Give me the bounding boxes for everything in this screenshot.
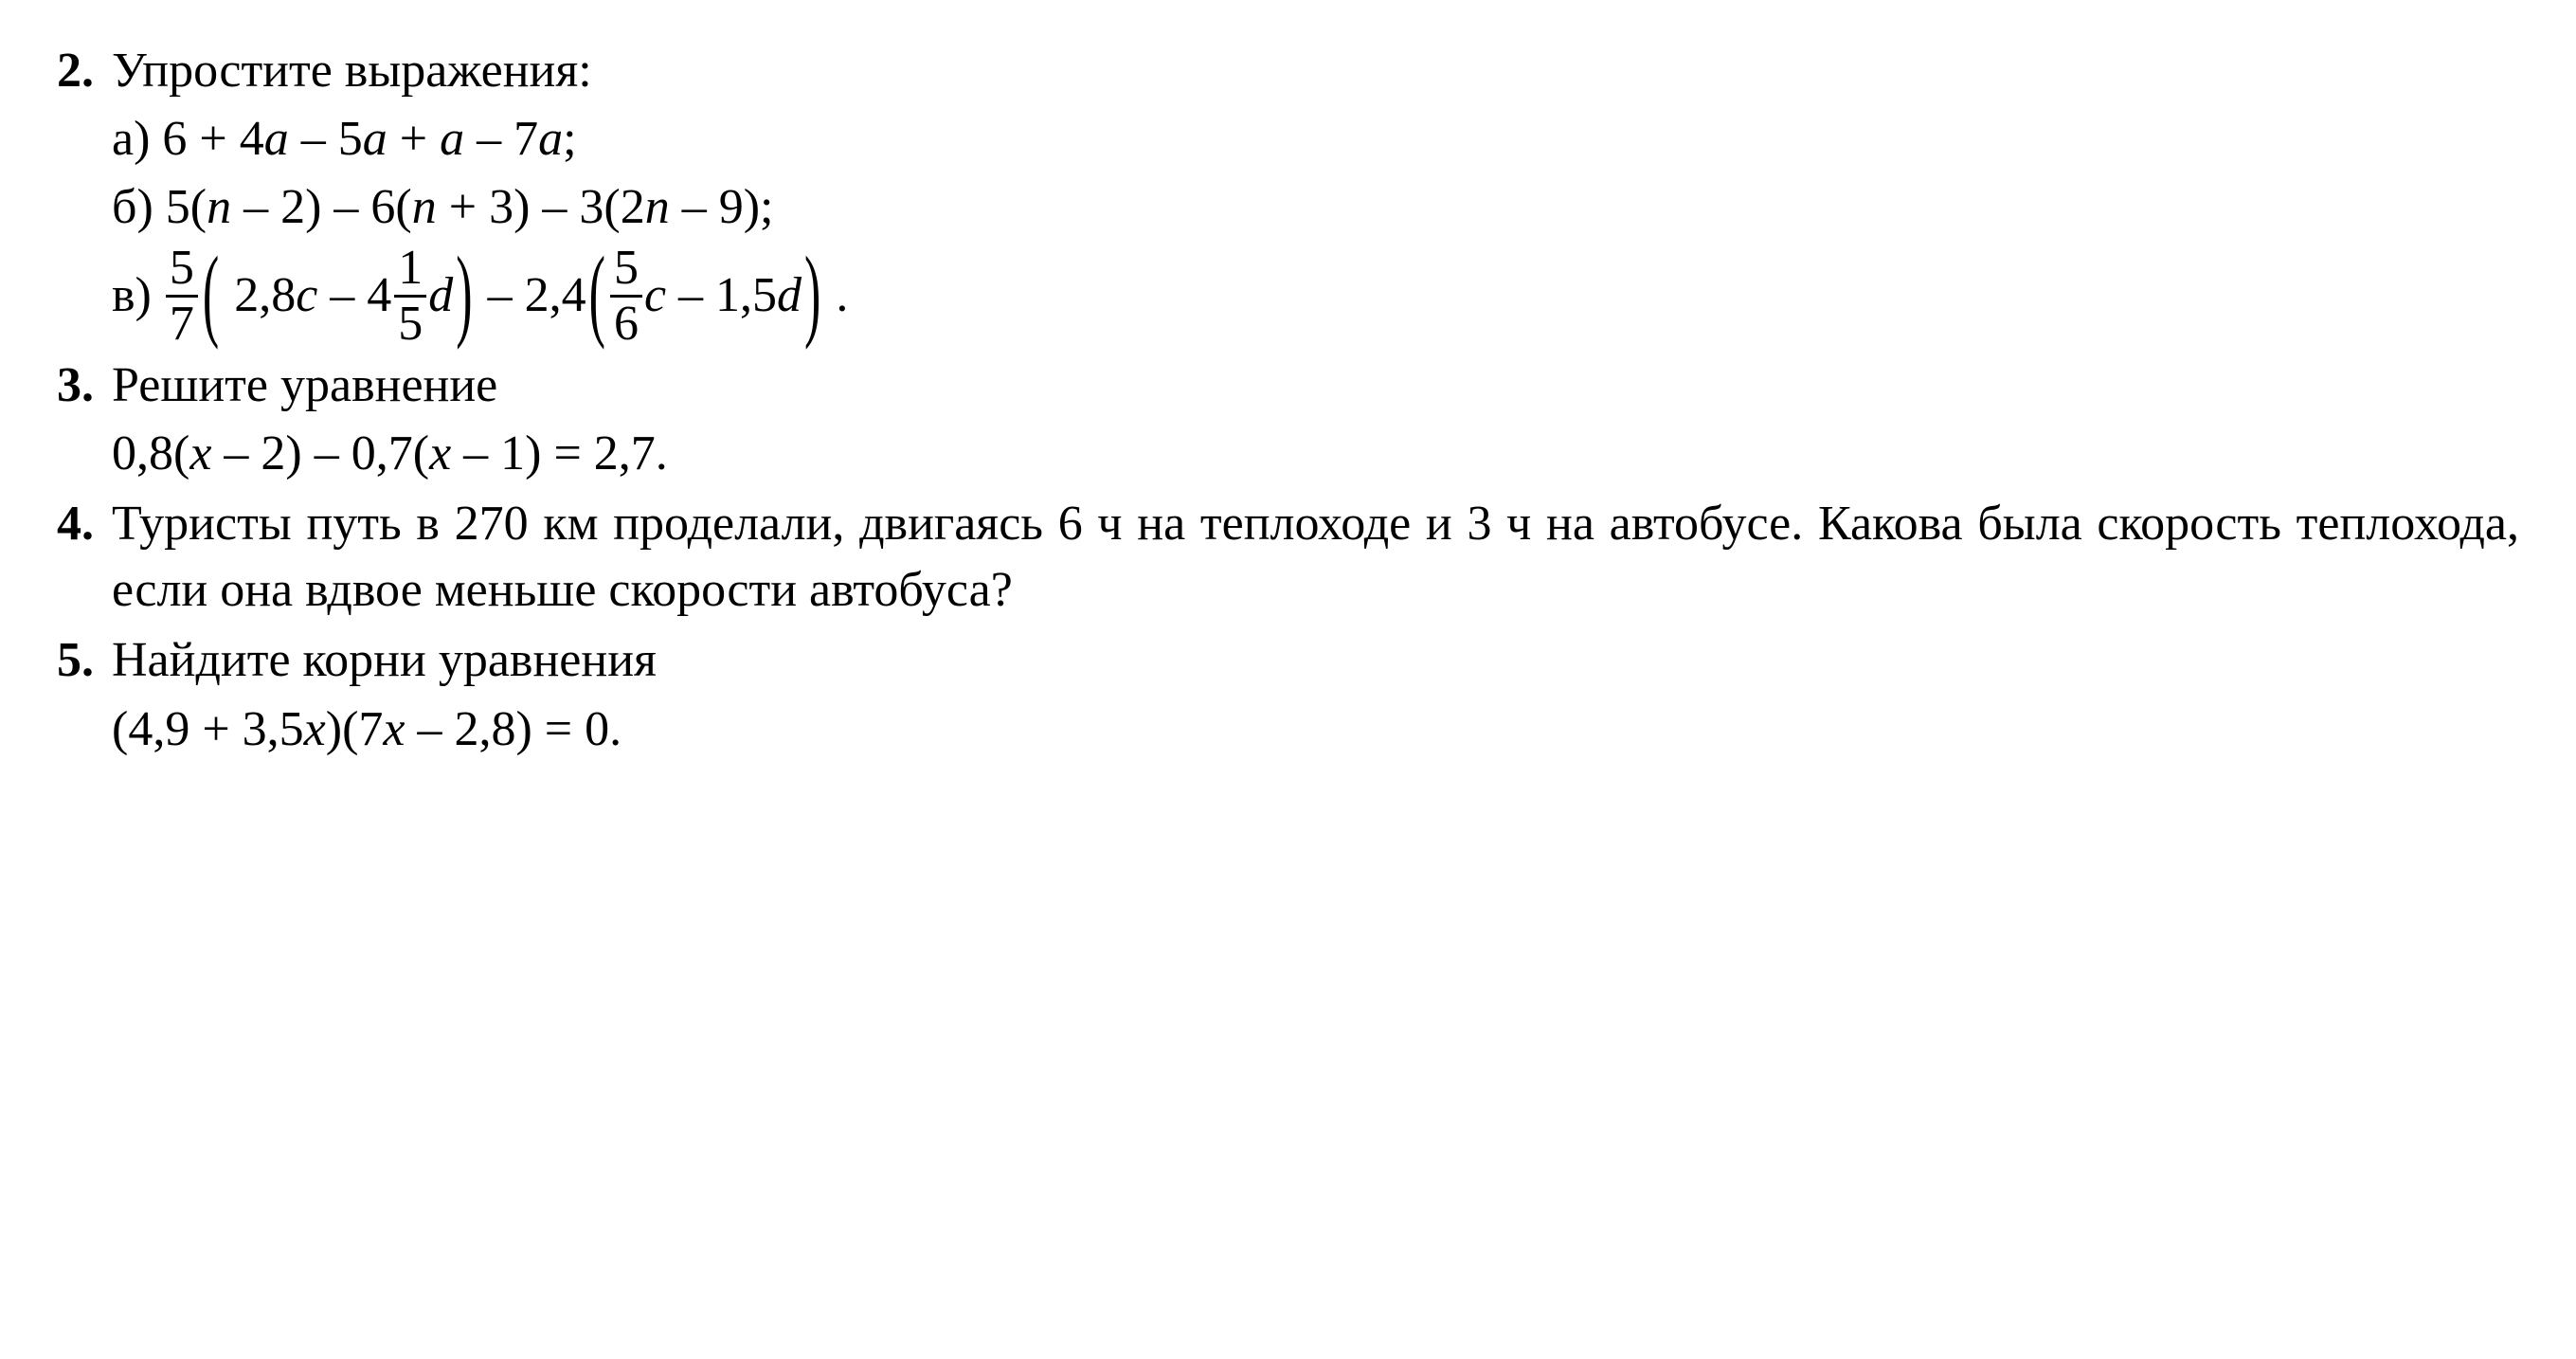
problem-5: 5. Найдите корни уравнения (4,9 + 3,5x)(… (57, 627, 2519, 762)
p3-var2: x (429, 426, 451, 480)
p2v-seg1: 2,8 (222, 263, 296, 329)
p2a-seg4: – 7 (464, 112, 538, 166)
p2a-var3: a (440, 112, 464, 166)
problem-3-body: Решите уравнение 0,8(x – 2) – 0,7(x – 1)… (112, 353, 2519, 487)
problem-3-equation: 0,8(x – 2) – 0,7(x – 1) = 2,7. (112, 421, 2519, 487)
problem-5-equation: (4,9 + 3,5x)(7x – 2,8) = 0. (112, 697, 2519, 763)
p2v-var-c1: c (296, 263, 317, 329)
p2b-var3: n (645, 180, 670, 234)
p3-var1: x (189, 426, 211, 480)
problem-2-number: 2. (57, 38, 112, 104)
problem-2b: б) 5(n – 2) – 6(n + 3) – 3(2n – 9); (112, 174, 2519, 241)
problem-4-body: Туристы путь в 270 км проделали, двигаяс… (112, 491, 2519, 624)
problem-2-body: Упростите выражения: а) 6 + 4a – 5a + a … (112, 38, 2519, 349)
p2v-rparen1: ) (456, 226, 472, 365)
p2v-seg2: – (317, 263, 367, 329)
p2b-label: б) (112, 180, 166, 234)
problem-2: 2. Упростите выражения: а) 6 + 4a – 5a +… (57, 38, 2519, 349)
p5-var1: x (304, 702, 326, 756)
p2b-var2: n (412, 180, 437, 234)
p5-seg1: (4,9 + 3,5 (112, 702, 304, 756)
p2v-var-d2: d (777, 263, 802, 329)
problem-4: 4. Туристы путь в 270 км проделали, двиг… (57, 491, 2519, 624)
p3-seg2: – 2) – 0,7( (211, 426, 429, 480)
p2a-seg1: 6 + 4 (162, 112, 263, 166)
p2v-label: в) (112, 263, 164, 329)
p2v-mixed-frac: 1 5 (394, 244, 426, 349)
p5-seg2: )(7 (326, 702, 384, 756)
p3-seg3: – 1) = 2,7. (451, 426, 668, 480)
p2v-seg5: – 1,5 (666, 263, 777, 329)
p5-var2: x (383, 702, 405, 756)
problem-2v: в) 5 7 ( 2,8c – 4 1 5 d ) – 2,4 ( 5 (112, 244, 2519, 349)
p2b-seg1: 5( (166, 180, 207, 234)
p2v-frac-5-6-bot: 6 (610, 298, 642, 349)
problem-3-number: 3. (57, 353, 112, 419)
p2v-period: . (823, 263, 848, 329)
problem-5-number: 5. (57, 627, 112, 694)
p2v-mixed-4-1-5: 4 1 5 (367, 244, 428, 349)
p2a-var1: a (264, 112, 289, 166)
problem-2a: а) 6 + 4a – 5a + a – 7a; (112, 106, 2519, 172)
p2v-frac-5-6: 5 6 (610, 244, 642, 349)
p5-seg3: – 2,8) = 0. (405, 702, 621, 756)
p2v-lparen1: ( (203, 226, 219, 365)
p2v-frac-5-6-top: 5 (610, 244, 642, 298)
p2a-label: а) (112, 112, 162, 166)
problem-4-text: Туристы путь в 270 км проделали, двигаяс… (112, 497, 2519, 617)
p2a-var4: a (538, 112, 563, 166)
p2v-frac-5-7-top: 5 (166, 244, 198, 298)
p2a-seg2: – 5 (289, 112, 363, 166)
p2b-seg2: – 2) – 6( (231, 180, 412, 234)
p2a-semicolon: ; (563, 112, 576, 166)
p2v-mixed-bot: 5 (394, 298, 426, 349)
p2v-lparen2: ( (589, 226, 605, 365)
problem-5-body: Найдите корни уравнения (4,9 + 3,5x)(7x … (112, 627, 2519, 762)
problem-3: 3. Решите уравнение 0,8(x – 2) – 0,7(x –… (57, 353, 2519, 487)
p3-seg1: 0,8( (112, 426, 189, 480)
p2v-var-d1: d (428, 263, 453, 329)
problem-4-number: 4. (57, 491, 112, 557)
p2a-var2: a (363, 112, 387, 166)
problem-5-title: Найдите корни уравнения (112, 627, 2519, 694)
p2v-frac-5-7: 5 7 (166, 244, 198, 349)
p2v-frac-5-7-bot: 7 (166, 298, 198, 349)
p2b-seg4: – 9); (670, 180, 774, 234)
p2v-rparen2: ) (804, 226, 820, 365)
p2v-var-c2: c (644, 263, 666, 329)
problem-2-title: Упростите выражения: (112, 38, 2519, 104)
p2v-mixed-whole: 4 (367, 263, 391, 329)
p2a-seg3: + (387, 112, 440, 166)
p2v-seg4: – 2,4 (476, 263, 586, 329)
problem-3-title: Решите уравнение (112, 353, 2519, 419)
p2v-mixed-top: 1 (394, 244, 426, 298)
